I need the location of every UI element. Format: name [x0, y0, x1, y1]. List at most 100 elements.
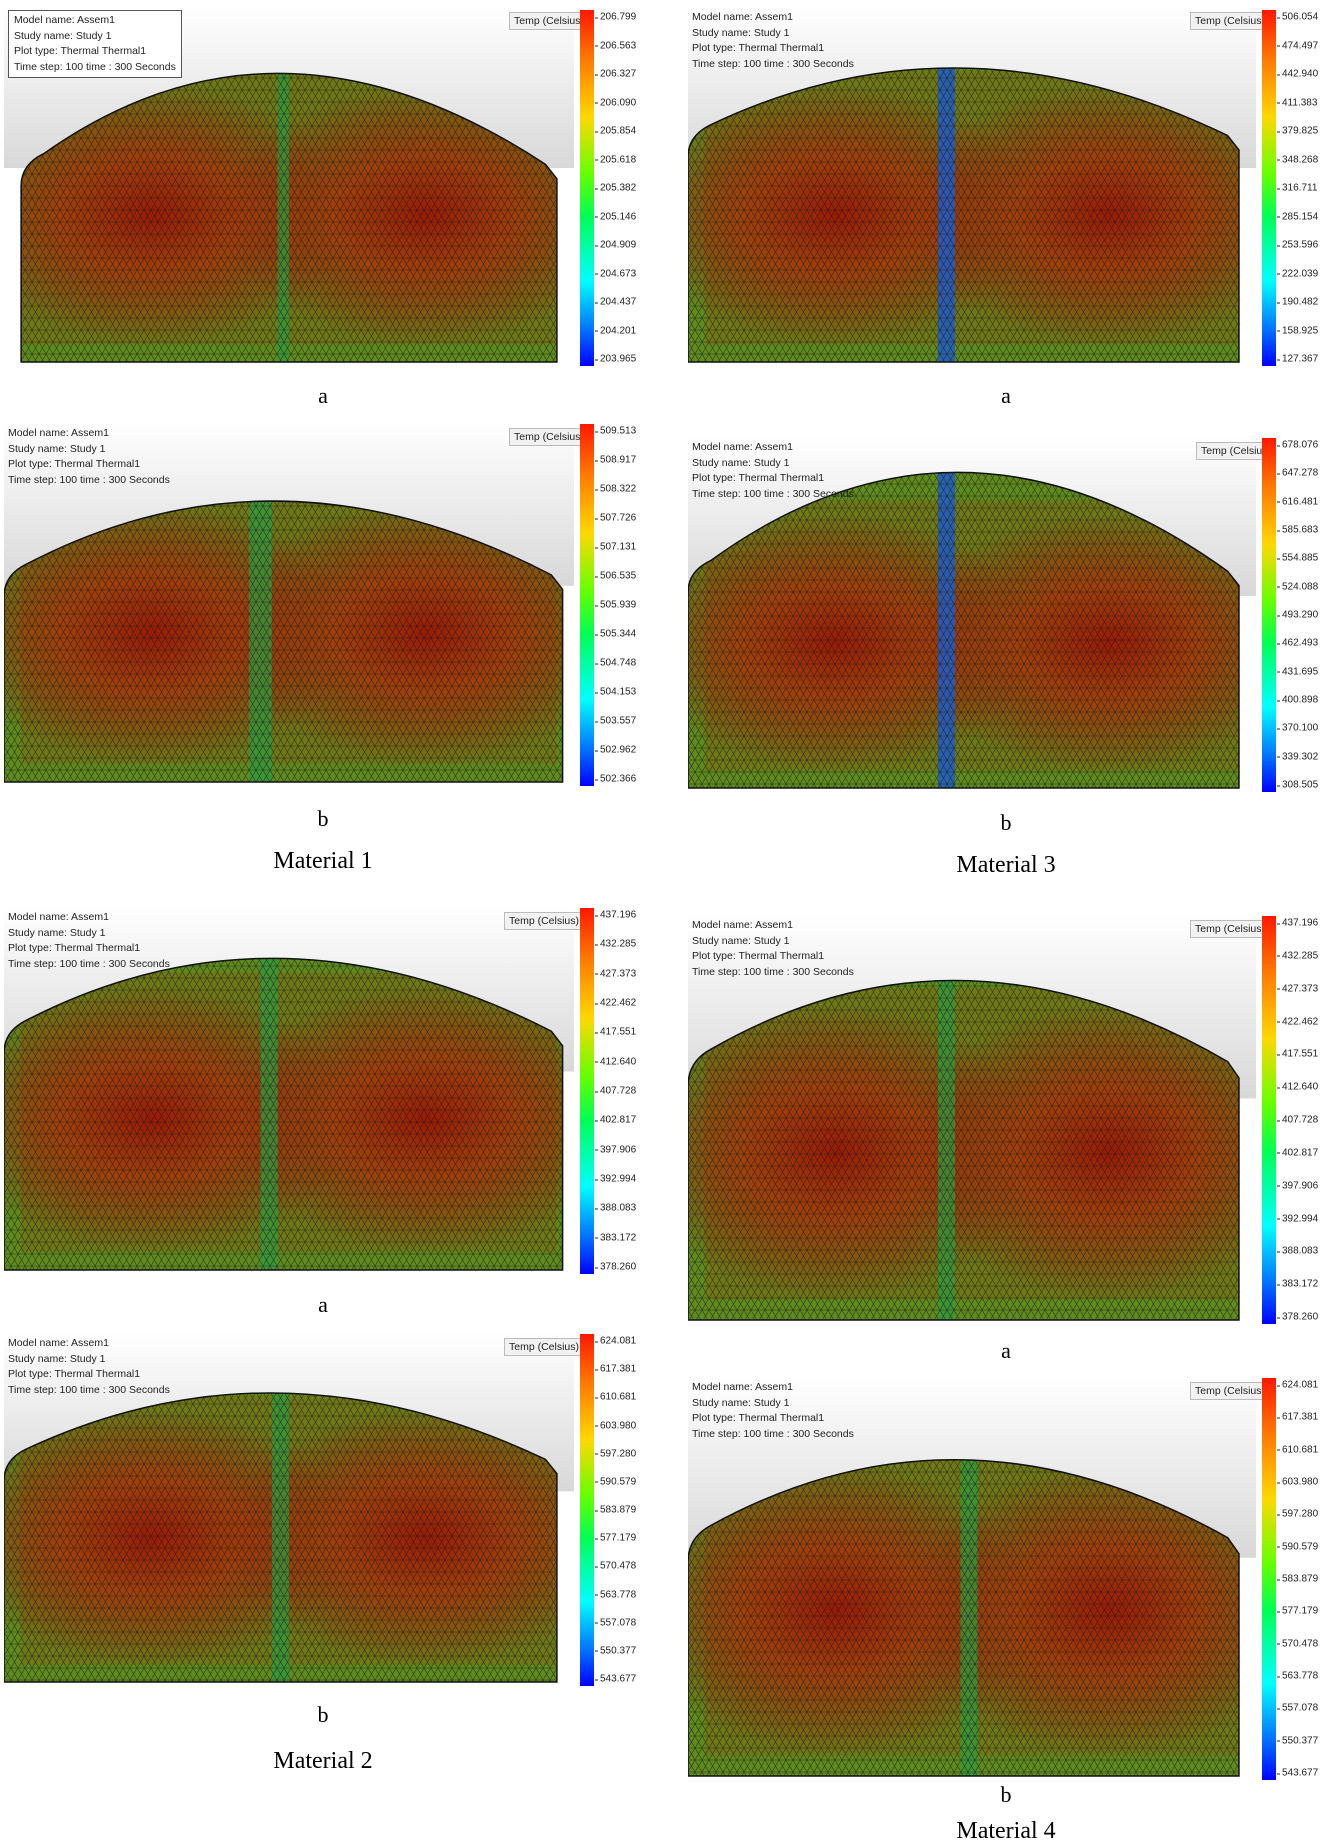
colorbar-tick-label: 253.596	[1276, 239, 1319, 251]
colorbar-tick-label: 502.366	[594, 773, 637, 785]
thermal-plot-panel: Model name: Assem1 Study name: Study 1 Plo…	[688, 914, 1328, 1324]
info-plot: Plot type: Thermal Thermal1	[692, 950, 825, 962]
colorbar-tick-label: 437.196	[1276, 917, 1319, 929]
thermal-mesh-plot	[4, 1332, 574, 1683]
colorbar-tick-label: 502.962	[594, 744, 637, 756]
colorbar-tick-label: 524.088	[1276, 581, 1319, 593]
colorbar-tick-label: 583.879	[1276, 1573, 1319, 1585]
colorbar-tick-label: 577.179	[594, 1532, 637, 1544]
colorbar-tick-label: 577.179	[1276, 1605, 1319, 1617]
colorbar-ticks: 437.196 432.285 427.373 422.462 417.551 412.6…	[1276, 916, 1328, 1324]
label-m1a: a	[318, 383, 328, 408]
info-time: Time step: 100 time : 300 Seconds	[692, 965, 854, 978]
info-study: Study name: Study 1	[692, 26, 790, 39]
info-time: Time step: 100 time : 300 Seconds	[692, 487, 854, 500]
colorbar-ticks: 206.799 206.563 206.327 206.090 205.854 205.6…	[594, 10, 644, 366]
colorbar-ticks: 624.081 617.381 610.681 603.980 597.280 590.5…	[594, 1334, 644, 1686]
colorbar-tick-label: 392.994	[594, 1173, 637, 1185]
colorbar-tick-label: 190.482	[1276, 296, 1319, 308]
colorbar-tick-label: 597.280	[594, 1448, 637, 1460]
info-study: Study name: Study 1	[692, 456, 790, 469]
colorbar-tick-label: 437.196	[594, 909, 637, 921]
temperature-colorbar	[580, 424, 594, 786]
info-model: Model name: Assem1	[8, 1337, 109, 1349]
study-info-box: Model name: Assem1 Study name: Study 1 Plo…	[8, 1336, 170, 1398]
mesh-overlay	[688, 980, 1239, 1320]
legend-title: Temp (Celsius)	[504, 912, 585, 930]
info-study: Study name: Study 1	[8, 1352, 106, 1365]
thermal-plot-panel: Model name: Assem1 Study name: Study 1 Plo…	[4, 422, 644, 786]
colorbar-tick-label: 285.154	[1276, 211, 1319, 222]
colorbar-tick-label: 392.994	[1276, 1213, 1319, 1224]
colorbar-tick-label: 508.917	[594, 454, 637, 466]
label-m4b: b	[1000, 1782, 1012, 1807]
colorbar-tick-label: 348.268	[1276, 154, 1319, 165]
info-study: Study name: Study 1	[14, 29, 112, 42]
info-plot: Plot type: Thermal Thermal1	[692, 472, 825, 484]
info-model: Model name: Assem1	[692, 11, 793, 23]
colorbar-tick-label: 316.711	[1276, 182, 1318, 194]
colorbar-tick-label: 127.367	[1276, 353, 1319, 365]
mesh-overlay	[688, 472, 1239, 789]
domain-outline	[4, 500, 564, 783]
caption-material-4: Material 4	[956, 1818, 1056, 1844]
colorbar-ticks: 624.081 617.381 610.681 603.980 597.280 590.5…	[1276, 1378, 1328, 1780]
info-plot: Plot type: Thermal Thermal1	[14, 45, 147, 57]
colorbar-tick-label: 570.478	[1276, 1638, 1319, 1650]
colorbar-tick-label: 617.381	[594, 1363, 637, 1375]
info-study: Study name: Study 1	[8, 926, 106, 939]
colorbar-tick-label: 378.260	[594, 1261, 637, 1273]
colorbar-ticks: 437.196 432.285 427.373 422.462 417.551 412.6…	[594, 908, 644, 1274]
label-m1b: b	[317, 806, 329, 831]
thermal-plot-panel: Model name: Assem1 Study name: Study 1 Plo…	[4, 1332, 644, 1686]
colorbar-tick-label: 563.778	[594, 1589, 637, 1600]
thermal-plot-panel: Model name: Assem1 Study name: Study 1 Plo…	[4, 6, 644, 366]
colorbar-tick-label: 378.260	[1276, 1311, 1319, 1323]
colorbar-tick-label: 624.081	[594, 1335, 637, 1347]
colorbar-ticks: 678.076 647.278 616.481 585.683 554.885 524.0…	[1276, 438, 1328, 792]
thermal-plot-panel: Model name: Assem1 Study name: Study 1 Plo…	[4, 906, 644, 1274]
info-study: Study name: Study 1	[692, 934, 790, 947]
mesh-overlay	[688, 67, 1239, 363]
info-model: Model name: Assem1	[692, 919, 793, 931]
colorbar-tick-label: 550.377	[1276, 1735, 1319, 1747]
colorbar-tick-label: 427.373	[594, 968, 637, 980]
colorbar-tick-label: 505.344	[594, 628, 637, 640]
legend-title: Temp (Celsius)	[509, 12, 590, 30]
colorbar-tick-label: 504.153	[594, 686, 637, 698]
label-m3b: b	[1000, 810, 1012, 835]
colorbar-tick-label: 432.285	[1276, 950, 1319, 962]
study-info-box: Model name: Assem1 Study name: Study 1 Plo…	[8, 10, 182, 78]
colorbar-ticks: 506.054 474.497 442.940 411.383 379.825 348.2…	[1276, 10, 1328, 366]
colorbar-tick-label: 206.090	[594, 97, 637, 108]
temperature-colorbar	[580, 1334, 594, 1686]
thermal-plot-panel: Model name: Assem1 Study name: Study 1 Plo…	[688, 6, 1328, 366]
colorbar-tick-label: 509.513	[594, 425, 637, 437]
mesh-overlay	[4, 1392, 557, 1682]
colorbar-tick-label: 204.909	[594, 239, 637, 251]
label-m3a: a	[1001, 383, 1011, 408]
domain-outline	[20, 72, 558, 363]
temperature-colorbar	[1262, 10, 1276, 366]
domain-outline	[688, 471, 1240, 789]
colorbar-tick-label: 474.497	[1276, 40, 1319, 51]
info-model: Model name: Assem1	[8, 911, 109, 923]
colorbar-tick-label: 205.618	[594, 154, 637, 165]
info-study: Study name: Study 1	[8, 442, 106, 455]
temperature-colorbar	[580, 10, 594, 366]
colorbar-tick-label: 550.377	[594, 1645, 637, 1657]
colorbar-tick-label: 422.462	[594, 997, 637, 1009]
domain-outline	[4, 957, 564, 1271]
colorbar-tick-label: 503.557	[594, 715, 637, 727]
thermal-mesh-plot	[688, 1376, 1256, 1777]
caption-material-2: Material 2	[273, 1748, 373, 1774]
colorbar-tick-label: 370.100	[1276, 722, 1319, 734]
info-study: Study name: Study 1	[692, 1396, 790, 1409]
colorbar-tick-label: 506.054	[1276, 11, 1319, 23]
colorbar-ticks: 509.513 508.917 508.322 507.726 507.131 506.5…	[594, 424, 644, 786]
colorbar-tick-label: 570.478	[594, 1560, 637, 1572]
info-time: Time step: 100 time : 300 Seconds	[14, 60, 176, 73]
colorbar-tick-label: 678.076	[1276, 439, 1319, 451]
colorbar-tick-label: 603.980	[1276, 1476, 1319, 1488]
thermal-mesh-plot	[4, 6, 574, 363]
